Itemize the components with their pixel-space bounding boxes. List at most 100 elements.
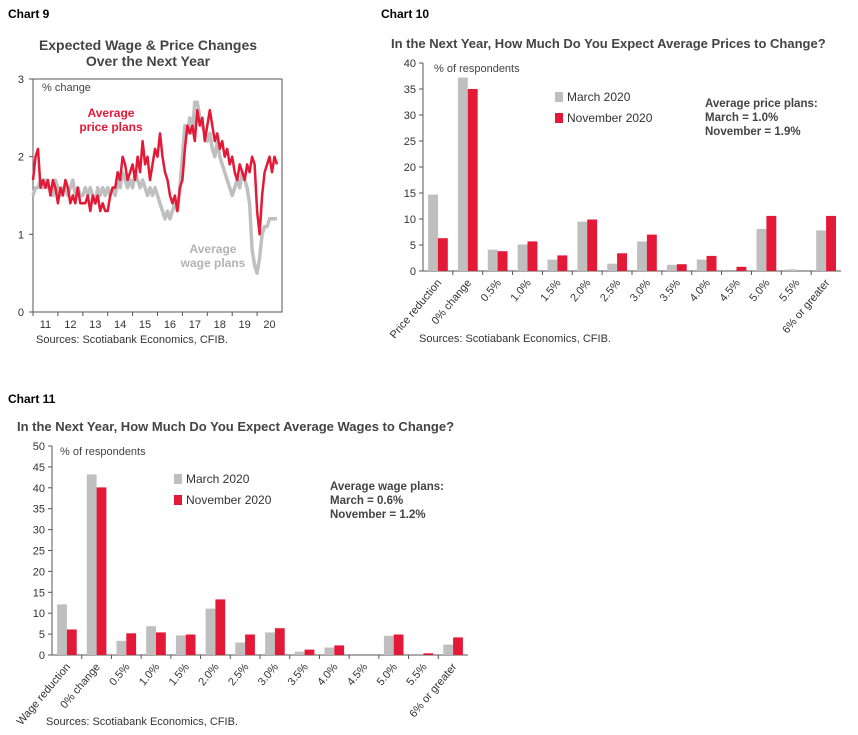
chart11-title: In the Next Year, How Much Do You Expect… bbox=[17, 419, 454, 434]
chart10-legend-swatch bbox=[555, 113, 563, 123]
chart11-legend-label: March 2020 bbox=[186, 472, 250, 486]
chart10-category-label: 4.0% bbox=[688, 277, 713, 304]
chart11-bar-chart: In the Next Year, How Much Do You Expect… bbox=[15, 419, 468, 728]
chart10-bar-november bbox=[527, 241, 538, 271]
chart10-category-label: 2.0% bbox=[568, 277, 593, 304]
chart11-category-label: 5.5% bbox=[404, 661, 429, 688]
chart11-bar-november bbox=[185, 634, 196, 655]
chart11-category-label: 4.0% bbox=[315, 661, 340, 688]
chart9-price-annotation: Average bbox=[88, 106, 135, 120]
chart11-bar-november bbox=[334, 645, 345, 655]
chart10-category-label: 1.0% bbox=[508, 277, 533, 304]
chart10-category-label: 2.5% bbox=[598, 277, 623, 304]
chart11-bar-march bbox=[175, 635, 186, 655]
chart11-category-label: 5.0% bbox=[375, 661, 400, 688]
chart10-bar-march bbox=[428, 194, 438, 271]
chart10-category-label: 3.0% bbox=[628, 277, 653, 304]
chart11-bar-november bbox=[274, 628, 285, 655]
chart9-price-annotation: price plans bbox=[79, 120, 143, 134]
chart11-bar-march bbox=[235, 642, 246, 655]
chart11-ytick-label: 5 bbox=[39, 629, 45, 641]
chart11-legend-swatch bbox=[174, 474, 182, 484]
chart11-bar-november bbox=[126, 633, 137, 655]
chart10-ytick-label: 30 bbox=[404, 110, 416, 122]
chart11-category-label: 1.0% bbox=[137, 661, 162, 688]
chart10-category-label: 5.0% bbox=[747, 277, 772, 304]
chart9-ytick-label: 1 bbox=[18, 229, 24, 241]
chart9-series-wage bbox=[31, 100, 277, 275]
chart11-label: Chart 11 bbox=[8, 392, 56, 406]
chart11-category-label: 0.5% bbox=[107, 661, 132, 688]
chart11-note-line: Average wage plans: bbox=[330, 481, 444, 493]
chart9-ytick-label: 2 bbox=[18, 152, 24, 164]
chart10-bar-march bbox=[547, 259, 558, 271]
chart9-unit-label: % change bbox=[42, 82, 91, 94]
chart11-bar-march bbox=[57, 604, 67, 655]
chart10-note-line: November = 1.9% bbox=[705, 126, 801, 138]
chart10-legend-label: March 2020 bbox=[567, 90, 631, 104]
chart10-ytick-label: 5 bbox=[410, 240, 416, 252]
chart10-bar-november bbox=[736, 266, 747, 271]
chart11-ytick-label: 25 bbox=[33, 546, 45, 558]
chart9-xtick-label: 14 bbox=[114, 319, 126, 331]
chart9-xtick-label: 20 bbox=[263, 319, 275, 331]
chart11-category-label: 1.5% bbox=[167, 661, 192, 688]
chart10-title: In the Next Year, How Much Do You Expect… bbox=[391, 36, 826, 51]
chart9-series-price bbox=[31, 108, 279, 236]
chart9-xtick-label: 18 bbox=[214, 319, 226, 331]
chart10-bar-november bbox=[617, 253, 627, 271]
chart10-bar-november bbox=[646, 234, 657, 271]
chart10-bar-march bbox=[786, 269, 797, 271]
chart9-xtick-label: 13 bbox=[89, 319, 101, 331]
chart11-category-label: 3.5% bbox=[286, 661, 311, 688]
chart10-bar-november bbox=[826, 215, 836, 271]
chart10-bar-march bbox=[756, 228, 767, 271]
chart11-category-label: 4.5% bbox=[345, 661, 370, 688]
chart11-bar-march bbox=[265, 632, 275, 655]
chart11-ytick-label: 15 bbox=[33, 587, 45, 599]
chart10-bar-november bbox=[706, 255, 717, 271]
chart11-ytick-label: 45 bbox=[33, 462, 45, 474]
chart11-ytick-label: 20 bbox=[33, 566, 45, 578]
chart11-bar-march bbox=[383, 635, 394, 655]
chart10-category-label: 4.5% bbox=[717, 277, 742, 304]
chart10-bar-november bbox=[587, 219, 598, 271]
chart11-note-line: November = 1.2% bbox=[330, 509, 426, 521]
chart9-ytick-label: 3 bbox=[18, 74, 24, 86]
chart11-bar-march bbox=[146, 626, 156, 655]
chart10-ytick-label: 20 bbox=[404, 162, 416, 174]
chart11-bar-november bbox=[453, 637, 463, 655]
chart11-category-label: 2.0% bbox=[196, 661, 221, 688]
chart10-note-line: March = 1.0% bbox=[705, 112, 778, 124]
chart10-bar-november bbox=[766, 215, 777, 271]
chart11-bar-march bbox=[443, 644, 454, 655]
chart10-bar-march bbox=[457, 77, 468, 271]
chart10-bar-march bbox=[607, 263, 618, 271]
chart10-bar-march bbox=[487, 249, 498, 271]
chart11-ytick-label: 40 bbox=[33, 483, 45, 495]
chart9-xtick-label: 11 bbox=[40, 319, 51, 331]
chart11-ytick-label: 30 bbox=[33, 525, 45, 537]
chart9-wage-annotation: Average bbox=[190, 242, 237, 256]
chart10-bar-november bbox=[437, 238, 448, 271]
chart10-category-label: 3.5% bbox=[658, 277, 683, 304]
chart11-legend-swatch bbox=[174, 495, 182, 505]
chart9-title-line: Expected Wage & Price Changes bbox=[39, 37, 257, 53]
chart9-title-line: Over the Next Year bbox=[86, 53, 211, 69]
chart11-bar-november bbox=[423, 653, 434, 655]
chart11-bar-november bbox=[245, 634, 255, 655]
chart11-bar-november bbox=[96, 487, 107, 655]
chart10-unit-label: % of respondents bbox=[434, 63, 520, 75]
chart10-legend-swatch bbox=[555, 92, 563, 102]
chart10-bar-march bbox=[666, 264, 677, 271]
chart11-ytick-label: 35 bbox=[33, 504, 45, 516]
chart9-source: Sources: Scotiabank Economics, CFIB. bbox=[36, 334, 228, 346]
chart10-legend-label: November 2020 bbox=[567, 111, 653, 125]
chart9-xtick-label: 15 bbox=[139, 319, 151, 331]
chart10-bar-november bbox=[497, 251, 508, 271]
chart11-bar-march bbox=[86, 474, 97, 655]
chart11-bar-march bbox=[116, 640, 127, 655]
chart10-label: Chart 10 bbox=[381, 7, 430, 21]
chart10-bar-november bbox=[467, 89, 478, 271]
chart10-bar-march bbox=[696, 259, 707, 271]
